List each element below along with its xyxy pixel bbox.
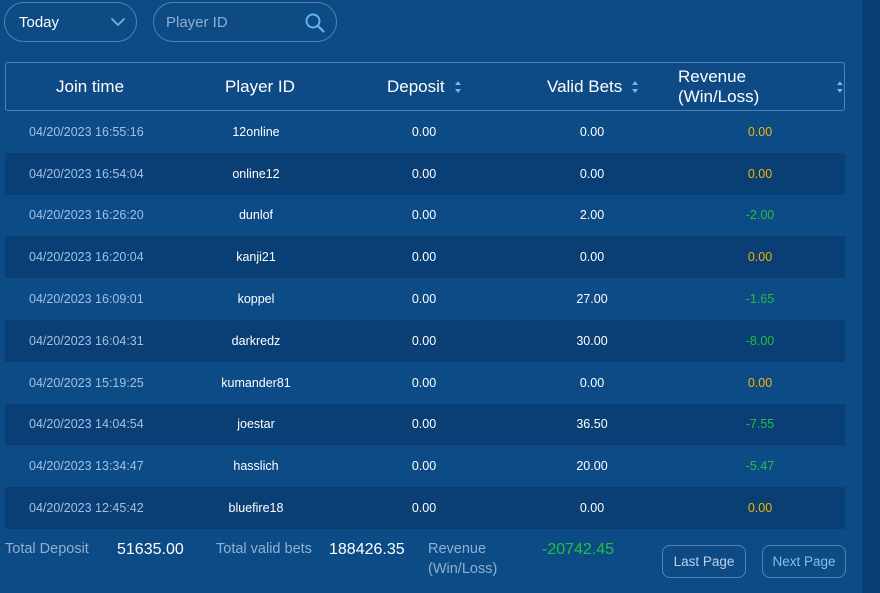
date-range-select[interactable]: Today — [4, 2, 137, 42]
header-deposit-label: Deposit — [387, 76, 445, 96]
total-revenue-label-line2: (Win/Loss) — [428, 561, 498, 577]
join-time-cell: 04/20/2023 16:04:31 — [29, 333, 144, 348]
valid-bets-cell: 27.00 — [576, 292, 608, 307]
deposit-cell: 0.00 — [411, 417, 437, 432]
total-revenue-value: -20742.45 — [542, 541, 615, 558]
header-valid-bets-label: Valid Bets — [547, 76, 623, 96]
search-icon[interactable] — [304, 12, 326, 34]
revenue-cell: 0.00 — [747, 501, 773, 516]
table-row[interactable]: 04/20/2023 15:19:25 kumander81 0.00 0.00… — [5, 362, 845, 404]
deposit-cell: 0.00 — [411, 208, 437, 223]
header-player-id: Player ID — [225, 63, 295, 110]
deposit-cell: 0.00 — [411, 375, 437, 390]
last-page-button[interactable]: Last Page — [662, 545, 746, 578]
deposit-cell: 0.00 — [411, 124, 437, 139]
player-id-cell: bluefire18 — [228, 501, 284, 516]
sort-icon[interactable] — [454, 80, 462, 94]
join-time-cell: 04/20/2023 14:04:54 — [29, 417, 144, 432]
table-row[interactable]: 04/20/2023 14:04:54 joestar 0.00 36.50 -… — [5, 403, 845, 446]
sort-icon[interactable] — [836, 80, 844, 94]
table-row[interactable]: 04/20/2023 12:45:42 bluefire18 0.00 0.00… — [5, 487, 845, 529]
table-row[interactable]: 04/20/2023 16:09:01 koppel 0.00 27.00 -1… — [5, 278, 845, 320]
deposit-cell: 0.00 — [411, 501, 437, 516]
table-row[interactable]: 04/20/2023 16:04:31 darkredz 0.00 30.00 … — [5, 319, 845, 362]
total-deposit-label: Total Deposit — [5, 541, 89, 557]
scroll-gutter — [862, 0, 880, 593]
table-body: 04/20/2023 16:55:16 12online 0.00 0.00 0… — [5, 111, 845, 529]
join-time-cell: 04/20/2023 16:09:01 — [29, 292, 144, 307]
revenue-cell: -7.55 — [745, 417, 775, 432]
player-id-cell: hasslich — [233, 459, 279, 474]
valid-bets-cell: 36.50 — [576, 417, 608, 432]
player-id-cell: online12 — [232, 166, 280, 181]
chevron-down-icon — [111, 18, 125, 26]
total-bets-label: Total valid bets — [216, 541, 312, 557]
table-row[interactable]: 04/20/2023 16:26:20 dunlof 0.00 2.00 -2.… — [5, 195, 845, 237]
join-time-cell: 04/20/2023 16:55:16 — [29, 124, 144, 139]
join-time-cell: 04/20/2023 13:34:47 — [29, 459, 144, 474]
next-page-button[interactable]: Next Page — [762, 545, 846, 578]
table-header: Join time Player ID Deposit Valid Bets R… — [5, 62, 845, 111]
join-time-cell: 04/20/2023 16:20:04 — [29, 250, 144, 265]
header-join-time: Join time — [56, 63, 124, 110]
header-player-id-label: Player ID — [225, 76, 295, 96]
valid-bets-cell: 2.00 — [579, 208, 605, 223]
revenue-cell: 0.00 — [747, 250, 773, 265]
revenue-cell: 0.00 — [747, 375, 773, 390]
table-row[interactable]: 04/20/2023 16:20:04 kanji21 0.00 0.00 0.… — [5, 236, 845, 279]
join-time-cell: 04/20/2023 16:54:04 — [29, 166, 144, 181]
valid-bets-cell: 0.00 — [579, 375, 605, 390]
table-row[interactable]: 04/20/2023 16:55:16 12online 0.00 0.00 0… — [5, 111, 845, 153]
players-table: Join time Player ID Deposit Valid Bets R… — [5, 62, 845, 529]
revenue-cell: 0.00 — [747, 166, 773, 181]
revenue-cell: -8.00 — [745, 333, 775, 348]
deposit-cell: 0.00 — [411, 459, 437, 474]
revenue-cell: -1.65 — [745, 292, 775, 307]
revenue-cell: -5.47 — [745, 459, 775, 474]
revenue-cell: 0.00 — [747, 124, 773, 139]
deposit-cell: 0.00 — [411, 292, 437, 307]
revenue-cell: -2.00 — [745, 208, 775, 223]
valid-bets-cell: 30.00 — [576, 333, 608, 348]
join-time-cell: 04/20/2023 15:19:25 — [29, 375, 144, 390]
player-id-cell: kumander81 — [221, 375, 291, 390]
valid-bets-cell: 0.00 — [579, 250, 605, 265]
player-search-box — [153, 2, 337, 42]
player-id-cell: koppel — [237, 292, 275, 307]
join-time-cell: 04/20/2023 12:45:42 — [29, 501, 144, 516]
table-row[interactable]: 04/20/2023 13:34:47 hasslich 0.00 20.00 … — [5, 445, 845, 487]
player-id-cell: joestar — [237, 417, 275, 432]
deposit-cell: 0.00 — [411, 166, 437, 181]
sort-icon[interactable] — [631, 80, 639, 94]
header-join-time-label: Join time — [56, 76, 125, 96]
player-id-cell: 12online — [232, 124, 280, 139]
header-revenue[interactable]: Revenue (Win/Loss) — [678, 63, 844, 110]
valid-bets-cell: 20.00 — [576, 459, 608, 474]
valid-bets-cell: 0.00 — [579, 124, 605, 139]
date-range-value: Today — [19, 13, 60, 31]
header-valid-bets[interactable]: Valid Bets — [547, 63, 639, 110]
filter-bar: Today — [0, 0, 862, 48]
total-deposit-value: 51635.00 — [117, 541, 184, 558]
player-id-input[interactable] — [166, 13, 296, 31]
total-revenue-label-line1: Revenue — [428, 541, 487, 557]
player-id-cell: darkredz — [231, 333, 281, 348]
header-deposit[interactable]: Deposit — [387, 63, 462, 110]
totals-footer: Total Deposit 51635.00 Total valid bets … — [0, 528, 862, 593]
deposit-cell: 0.00 — [411, 250, 437, 265]
deposit-cell: 0.00 — [411, 333, 437, 348]
player-id-cell: kanji21 — [236, 250, 276, 265]
valid-bets-cell: 0.00 — [579, 166, 605, 181]
table-row[interactable]: 04/20/2023 16:54:04 online12 0.00 0.00 0… — [5, 152, 845, 195]
total-bets-value: 188426.35 — [329, 541, 405, 558]
player-id-cell: dunlof — [238, 208, 274, 223]
valid-bets-cell: 0.00 — [579, 501, 605, 516]
join-time-cell: 04/20/2023 16:26:20 — [29, 208, 144, 223]
header-revenue-label: Revenue (Win/Loss) — [678, 66, 760, 106]
